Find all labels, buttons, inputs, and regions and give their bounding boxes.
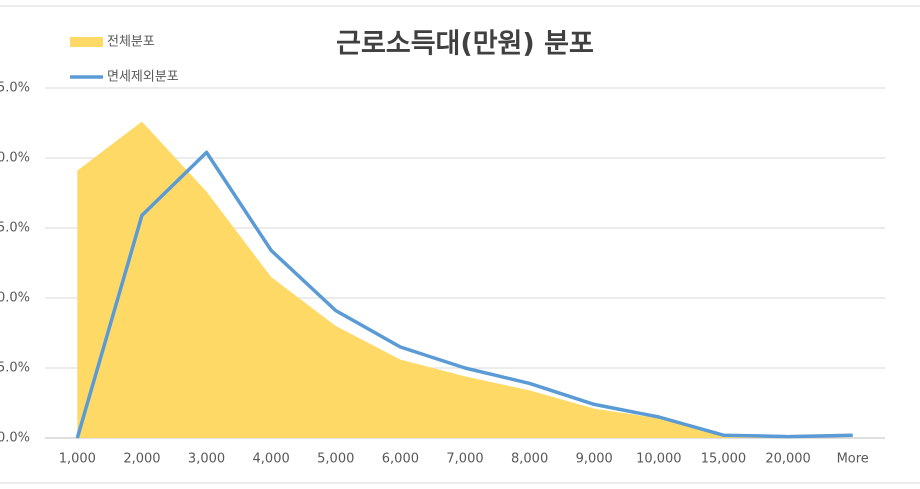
legend-swatch bbox=[70, 37, 103, 47]
y-tick-label: 20.0% bbox=[0, 151, 30, 166]
y-tick-label: 15.0% bbox=[0, 221, 30, 236]
x-tick-label: 5,000 bbox=[317, 452, 354, 467]
area bbox=[77, 121, 853, 438]
x-tick-label: 10,000 bbox=[636, 452, 682, 467]
x-tick-label: 6,000 bbox=[382, 452, 419, 467]
y-tick-label: 10.0% bbox=[0, 291, 30, 306]
x-tick-label: More bbox=[837, 452, 869, 467]
x-tick-label: 20,000 bbox=[765, 452, 811, 467]
x-tick-label: 1,000 bbox=[59, 452, 96, 467]
x-tick-label: 2,000 bbox=[123, 452, 160, 467]
legend-label: 전체분포 bbox=[107, 35, 155, 50]
x-tick-label: 15,000 bbox=[701, 452, 747, 467]
x-tick-label: 8,000 bbox=[511, 452, 548, 467]
x-tick-label: 7,000 bbox=[446, 452, 483, 467]
x-tick-label: 9,000 bbox=[576, 452, 613, 467]
legend-label: 면세제외분포 bbox=[107, 70, 179, 85]
x-tick-label: 4,000 bbox=[253, 452, 290, 467]
chart-title: 근로소득대(만원) 분포 bbox=[336, 29, 594, 60]
y-tick-label: 5.0% bbox=[0, 361, 30, 376]
x-tick-label: 3,000 bbox=[188, 452, 225, 467]
y-tick-label: 0.0% bbox=[0, 431, 30, 446]
line bbox=[75, 150, 853, 439]
y-tick-label: 25.0% bbox=[0, 81, 30, 96]
